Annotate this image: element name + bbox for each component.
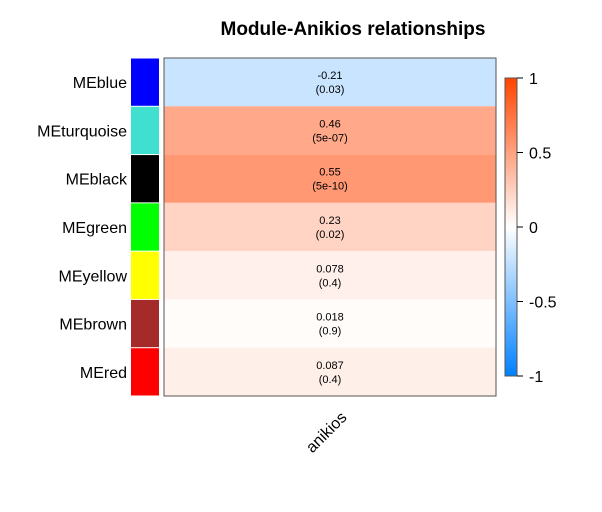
cell-value-megreen: 0.23 [319,215,340,227]
row-label-mered: MEred [80,365,127,382]
cell-meyellow [164,251,496,300]
row-labels: MEblue MEturquoise MEblack MEgreen MEyellow M… [37,75,128,382]
cell-value-meblack: 0.55 [319,167,340,179]
heatmap-cells: -0.21 (0.03) 0.46 (5e-07) 0.55 (5e-10) 0.23 (0.… [164,58,496,396]
swatch-mered [131,348,159,396]
cell-pvalue-mered: (0.4) [319,374,342,386]
legend-tick-label: -1 [529,369,543,386]
cell-mered [164,347,496,396]
swatch-meyellow [131,251,159,299]
heatmap-border [163,57,497,397]
cell-meblack [164,154,496,203]
legend-tick-label: -0.5 [529,295,557,312]
cell-value-mebrown: 0.018 [316,312,344,324]
legend-tick-label: 0.5 [529,146,551,163]
legend-tick-label: 0 [529,220,538,237]
cell-pvalue-meyellow: (0.4) [319,277,342,289]
module-color-swatches [131,58,159,396]
swatch-meblack [131,155,159,203]
swatch-meturquoise [131,106,159,155]
row-label-mebrown: MEbrown [59,317,127,334]
row-label-meturquoise: MEturquoise [37,123,127,140]
row-label-meyellow: MEyellow [59,268,128,285]
swatch-meblue [131,58,159,106]
row-label-meblue: MEblue [73,75,127,92]
chart-title: Module-Anikios relationships [221,19,486,40]
cell-pvalue-meblue: (0.03) [316,84,345,96]
color-legend-ticks: 1 0.5 0 -0.5 -1 [517,71,557,386]
cell-value-mered: 0.087 [316,360,344,372]
cell-megreen [164,202,496,252]
cell-pvalue-meblack: (5e-10) [312,181,347,193]
column-label-anikios: anikios [303,409,350,456]
swatch-megreen [131,203,159,251]
color-legend-bar [504,77,518,377]
cell-value-meyellow: 0.078 [316,263,344,275]
cell-pvalue-megreen: (0.02) [316,229,345,241]
row-label-megreen: MEgreen [62,220,127,237]
cell-pvalue-meturquoise: (5e-07) [312,132,347,144]
cell-value-meturquoise: 0.46 [319,118,340,130]
cell-pvalue-mebrown: (0.9) [319,326,342,338]
cell-value-meblue: -0.21 [317,70,342,82]
cell-mebrown [164,299,496,348]
legend-tick-label: 1 [529,71,538,88]
swatch-mebrown [131,299,159,348]
cell-meblue [164,58,496,107]
row-label-meblack: MEblack [66,172,128,189]
cell-meturquoise [164,106,496,155]
